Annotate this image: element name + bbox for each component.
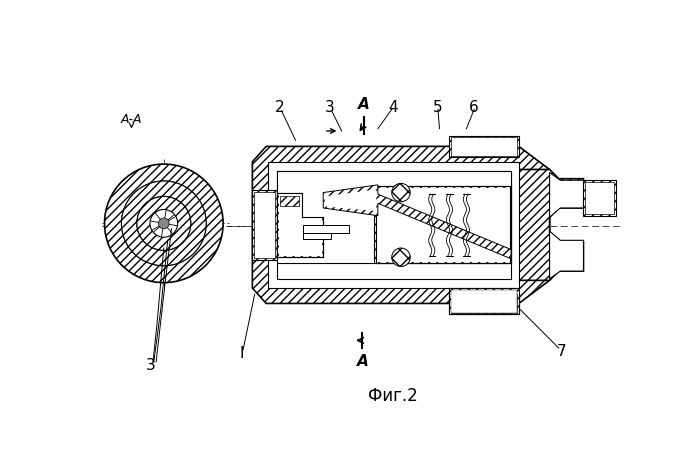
Polygon shape (549, 231, 584, 279)
Ellipse shape (391, 183, 410, 202)
Text: 5: 5 (433, 99, 442, 114)
Text: Фиг.2: Фиг.2 (368, 387, 418, 405)
Ellipse shape (137, 197, 191, 250)
Text: I: I (239, 346, 244, 361)
Bar (278, 194, 322, 256)
Polygon shape (252, 190, 277, 259)
Ellipse shape (159, 218, 169, 229)
Text: 2: 2 (275, 99, 285, 114)
Text: 6: 6 (469, 99, 479, 114)
Text: 3: 3 (146, 358, 156, 373)
Polygon shape (268, 162, 519, 288)
Bar (451, 137, 517, 156)
Polygon shape (374, 186, 511, 264)
Text: А: А (356, 354, 368, 369)
Ellipse shape (391, 248, 410, 266)
Bar (449, 288, 519, 314)
Text: А: А (358, 97, 370, 112)
Ellipse shape (105, 164, 223, 283)
Text: 7: 7 (556, 344, 566, 359)
Polygon shape (252, 146, 549, 303)
Ellipse shape (150, 210, 178, 237)
Bar (451, 294, 517, 313)
Bar (451, 289, 517, 313)
Bar (584, 180, 616, 216)
Bar (303, 225, 350, 233)
Bar (254, 192, 275, 258)
Ellipse shape (137, 197, 191, 250)
Text: 3: 3 (325, 99, 335, 114)
Text: А-А: А-А (121, 113, 142, 126)
Polygon shape (277, 171, 511, 279)
Polygon shape (325, 189, 376, 211)
Bar (303, 219, 322, 256)
Bar (449, 136, 519, 157)
Polygon shape (323, 185, 511, 259)
Bar (280, 196, 298, 206)
Polygon shape (277, 193, 323, 257)
Ellipse shape (122, 181, 206, 266)
Polygon shape (519, 169, 584, 280)
Bar (585, 182, 614, 214)
Polygon shape (549, 173, 584, 217)
Ellipse shape (122, 181, 206, 266)
Text: 4: 4 (389, 99, 398, 114)
Bar (449, 293, 519, 314)
Bar (303, 233, 331, 239)
Bar (375, 188, 510, 262)
Bar (277, 171, 511, 264)
